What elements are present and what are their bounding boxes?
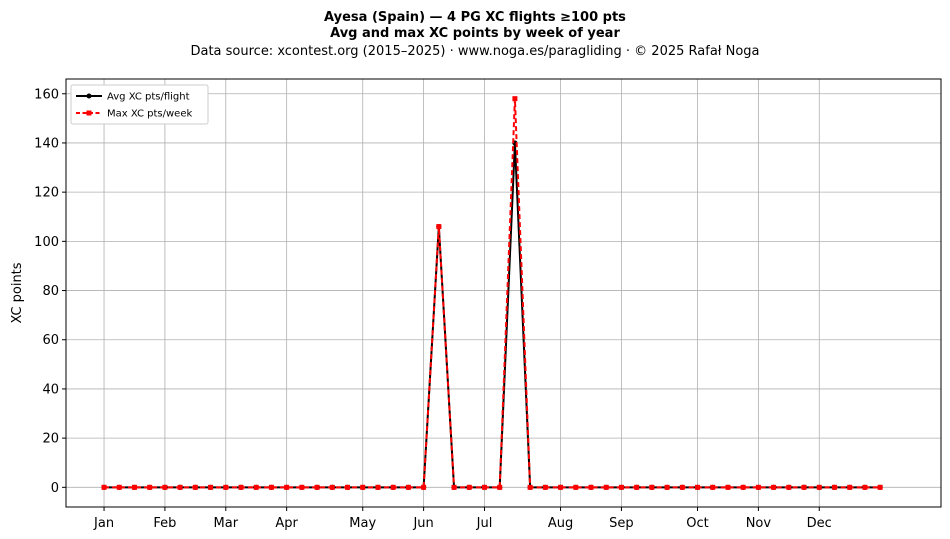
data-point-max (405, 484, 411, 490)
series-layer (101, 96, 883, 490)
legend-label-avg: Avg XC pts/flight (107, 92, 190, 103)
data-point-max (649, 484, 655, 490)
data-point-max (771, 484, 777, 490)
chart-source: Data source: xcontest.org (2015–2025) · … (190, 44, 759, 59)
data-point-max (831, 484, 837, 490)
x-tick-label-may: May (349, 516, 376, 531)
data-point-max (710, 484, 716, 490)
series-line-max (104, 97, 881, 489)
x-tick-label-jan: Jan (93, 516, 114, 531)
chart-title: Ayesa (Spain) — 4 PG XC flights ≥100 pts (324, 10, 626, 25)
data-point-max (786, 484, 792, 490)
data-point-max (436, 224, 442, 230)
x-tick-label-mar: Mar (214, 516, 239, 531)
x-tick-label-jul: Jul (476, 516, 493, 531)
data-point-max (208, 484, 214, 490)
y-tick-label: 160 (34, 87, 59, 102)
data-point-max (299, 484, 305, 490)
y-tick-label: 20 (42, 432, 59, 447)
data-point-max (421, 484, 427, 490)
data-point-max (466, 484, 472, 490)
data-point-max (816, 484, 822, 490)
data-point-max (329, 484, 335, 490)
data-point-max (588, 484, 594, 490)
data-point-max (801, 484, 807, 490)
data-point-max (284, 484, 290, 490)
y-tick-label: 120 (34, 186, 59, 201)
data-point-max (512, 96, 518, 102)
data-point-max (618, 484, 624, 490)
data-point-max (238, 484, 244, 490)
data-point-max (603, 484, 609, 490)
x-axis: Jan Feb Mar Apr May Jun Jul Aug Sep Oct Nov Dec (93, 507, 832, 531)
data-point-max (360, 484, 366, 490)
data-point-max (695, 484, 701, 490)
y-axis: 0 20 40 60 80 100 120 140 160 (34, 87, 66, 496)
data-point-max (101, 484, 107, 490)
y-tick-label: 100 (34, 235, 59, 250)
data-point-max (740, 484, 746, 490)
x-tick-label-jun: Jun (412, 516, 433, 531)
data-point-max (177, 484, 183, 490)
series-line-avg (104, 141, 881, 489)
data-point-max (755, 484, 761, 490)
y-axis-label: XC points (10, 262, 25, 323)
data-point-max (664, 484, 670, 490)
data-point-max (573, 484, 579, 490)
y-tick-label: 140 (34, 136, 59, 151)
y-tick-label: 40 (42, 382, 59, 397)
data-point-max (147, 484, 153, 490)
data-point-max (497, 484, 503, 490)
data-point-max (375, 484, 381, 490)
x-tick-label-nov: Nov (746, 516, 772, 531)
data-point-max (314, 484, 320, 490)
y-tick-label: 60 (42, 333, 59, 348)
x-tick-label-apr: Apr (275, 516, 298, 531)
data-point-max (116, 484, 122, 490)
x-tick-label-dec: Dec (807, 516, 832, 531)
data-point-max (451, 484, 457, 490)
y-tick-label: 80 (42, 284, 59, 299)
data-point-max (877, 484, 883, 490)
x-tick-label-oct: Oct (686, 516, 708, 531)
grid (66, 79, 941, 507)
chart-subtitle: Avg and max XC points by week of year (330, 26, 620, 41)
plot-area (65, 78, 942, 508)
legend-marker-max (86, 110, 92, 116)
data-point-max (862, 484, 868, 490)
data-point-max (192, 484, 198, 490)
data-point-max (679, 484, 685, 490)
data-point-max (725, 484, 731, 490)
data-point-max (345, 484, 351, 490)
data-point-max (162, 484, 168, 490)
legend-label-max: Max XC pts/week (107, 109, 192, 120)
legend: Avg XC pts/flight Max XC pts/week (70, 84, 209, 125)
data-point-max (131, 484, 137, 490)
x-tick-label-feb: Feb (153, 516, 176, 531)
data-point-max (847, 484, 853, 490)
data-point-max (253, 484, 259, 490)
data-point-max (481, 484, 487, 490)
data-point-max (634, 484, 640, 490)
x-tick-label-sep: Sep (609, 516, 634, 531)
y-tick-label: 0 (51, 481, 59, 496)
legend-marker-avg (86, 93, 92, 99)
data-point-max (390, 484, 396, 490)
legend-box (70, 84, 209, 125)
data-point-max (558, 484, 564, 490)
data-point-max (527, 484, 533, 490)
x-tick-label-aug: Aug (548, 516, 573, 531)
data-point-max (542, 484, 548, 490)
data-point-max (223, 484, 229, 490)
data-point-max (268, 484, 274, 490)
